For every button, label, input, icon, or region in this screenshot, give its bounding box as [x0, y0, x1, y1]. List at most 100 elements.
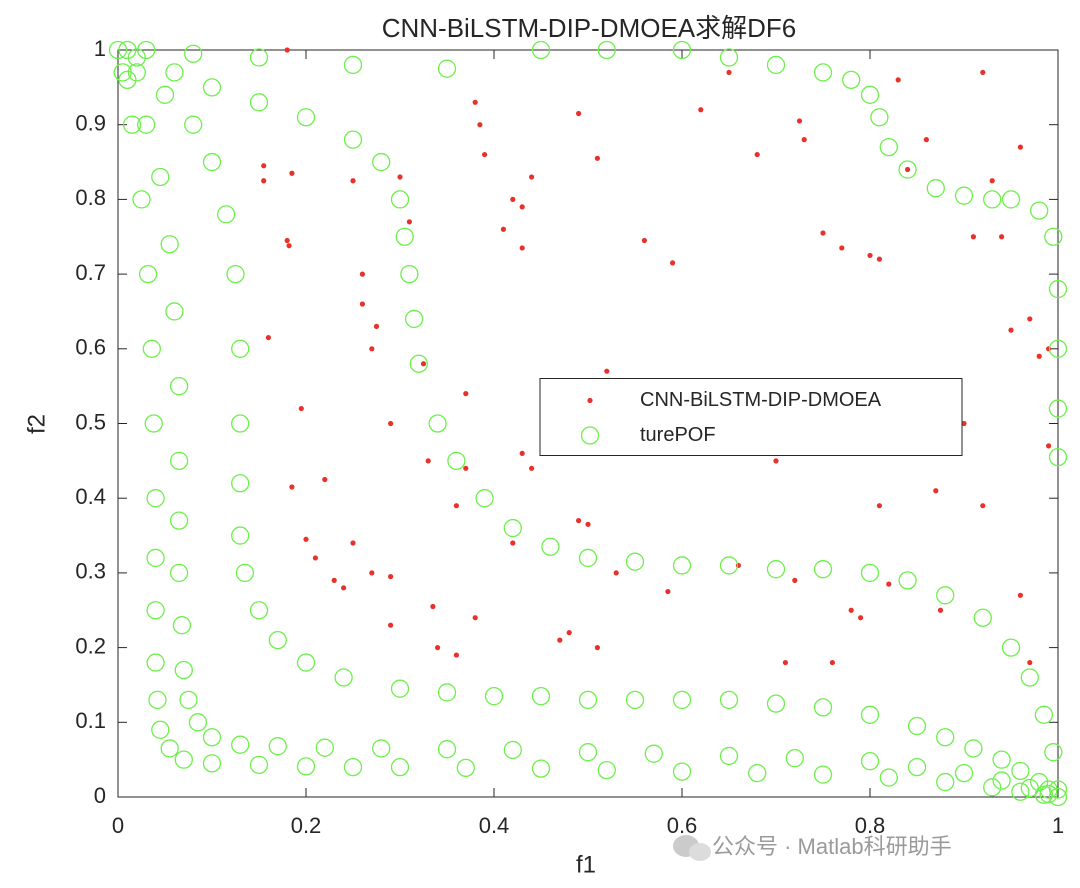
data-point: [1027, 659, 1033, 666]
data-point: [142, 339, 161, 358]
data-point: [146, 548, 165, 568]
data-point: [860, 751, 880, 771]
data-point: [343, 55, 363, 75]
data-point: [754, 151, 760, 158]
data-point: [127, 48, 146, 67]
series: [108, 40, 1068, 807]
data-point: [992, 771, 1011, 790]
data-point: [766, 55, 786, 75]
data-point: [137, 115, 156, 134]
data-point: [296, 653, 316, 672]
data-point: [613, 570, 619, 576]
data-point: [813, 63, 833, 82]
data-point: [249, 601, 269, 620]
data-point: [144, 414, 163, 433]
data-point: [1048, 399, 1068, 418]
data-point: [231, 339, 250, 358]
data-point: [604, 368, 610, 374]
y-tick-label: 0.6: [75, 335, 106, 360]
watermark-icon: [673, 835, 711, 861]
data-point: [870, 108, 889, 127]
data-point: [964, 739, 983, 758]
data-point: [463, 465, 469, 471]
data-point: [231, 474, 250, 493]
data-point: [1011, 761, 1030, 781]
x-tick-label: 0.6: [667, 813, 698, 838]
data-point: [980, 69, 986, 76]
data-point: [359, 301, 365, 307]
data-point: [341, 585, 347, 591]
y-tick-label: 0.8: [75, 185, 106, 210]
data-point: [160, 235, 179, 254]
chart-title: CNN-BiLSTM-DIP-DMOEA求解DF6: [382, 13, 797, 43]
data-point: [122, 115, 142, 134]
data-point: [453, 503, 459, 509]
data-point: [933, 488, 939, 494]
data-point: [174, 660, 193, 680]
data-point: [127, 63, 146, 82]
data-point: [936, 586, 955, 605]
data-point: [169, 511, 189, 530]
legend-box: [539, 378, 963, 456]
data-point: [477, 122, 483, 128]
data-point: [390, 679, 410, 698]
data-point: [1001, 638, 1021, 657]
data-point: [165, 63, 184, 82]
data-point: [594, 645, 601, 651]
data-point: [876, 256, 883, 262]
y-tick-label: 0.2: [75, 633, 106, 658]
data-point: [867, 252, 873, 259]
data-point: [1030, 201, 1049, 220]
data-point: [388, 574, 394, 580]
data-point: [531, 40, 551, 60]
data-point: [174, 750, 193, 769]
legend-marker: [580, 426, 600, 445]
y-tick-label: 0.9: [75, 111, 106, 136]
data-point: [992, 750, 1011, 769]
data-point: [456, 758, 475, 778]
data-point: [576, 518, 582, 524]
data-point: [820, 230, 826, 236]
x-tick-label: 0.8: [855, 813, 886, 838]
data-point: [719, 556, 739, 575]
data-point: [343, 757, 363, 777]
data-point: [202, 152, 222, 172]
data-point: [1036, 353, 1042, 359]
data-point: [813, 698, 833, 717]
data-point: [151, 720, 170, 739]
data-point: [437, 59, 457, 78]
data-point: [785, 749, 804, 768]
data-point: [249, 48, 269, 67]
data-point: [472, 615, 478, 621]
data-point: [766, 694, 786, 713]
data-point: [510, 540, 516, 546]
data-point: [390, 190, 410, 209]
data-point: [983, 190, 1002, 209]
data-point: [1011, 782, 1030, 801]
y-tick-label: 0.7: [75, 260, 106, 285]
data-point: [829, 659, 836, 666]
data-point: [284, 237, 290, 244]
data-point: [373, 323, 380, 329]
data-point: [202, 754, 222, 773]
data-point: [395, 227, 414, 246]
data-point: [858, 615, 864, 621]
data-point: [406, 219, 412, 225]
data-point: [503, 518, 522, 538]
data-point: [926, 179, 945, 198]
x-tick-label: 0: [112, 813, 124, 838]
data-point: [137, 40, 156, 60]
data-point: [249, 93, 269, 112]
data-point: [138, 264, 158, 284]
data-point: [801, 137, 807, 143]
data-point: [557, 637, 563, 643]
data-point: [641, 237, 648, 244]
data-point: [519, 245, 525, 251]
data-point: [1048, 339, 1068, 358]
data-point: [296, 757, 316, 776]
data-point: [113, 63, 132, 82]
data-point: [813, 560, 833, 579]
data-point: [148, 690, 167, 710]
data-point: [923, 137, 930, 143]
data-point: [936, 728, 955, 747]
